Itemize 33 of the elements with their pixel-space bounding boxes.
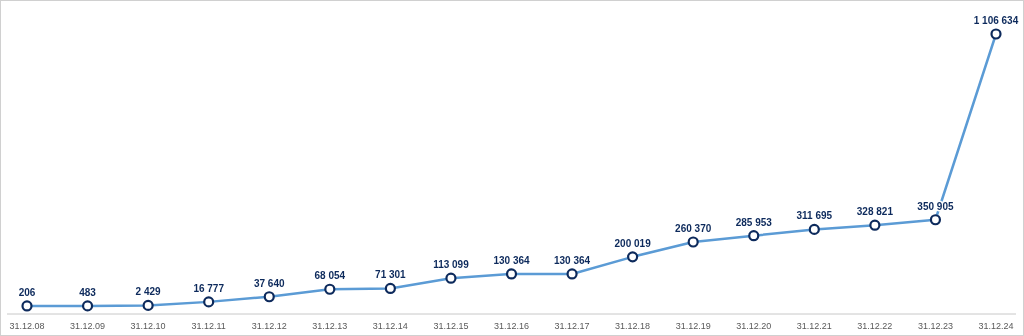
x-tick-label: 31.12.21 [796,321,832,331]
data-label: 68 054 [314,270,346,282]
x-tick-label: 31.12.12 [251,321,287,331]
data-label: 200 019 [614,237,652,249]
x-tick-label: 31.12.19 [675,321,711,331]
x-tick-label: 31.12.23 [917,321,953,331]
data-label: 71 301 [375,269,407,281]
data-label: 285 953 [735,216,773,228]
data-label: 483 [79,286,97,298]
x-tick-label: 31.12.22 [857,321,893,331]
data-label: 311 695 [796,210,833,222]
x-tick-label: 31.12.20 [736,321,772,331]
x-tick-label: 31.12.16 [493,321,530,331]
data-label: 16 777 [193,282,225,294]
x-tick-label: 31.12.24 [978,321,1014,331]
x-tick-label: 31.12.15 [433,321,469,331]
data-label: 37 640 [253,277,285,289]
x-tick-label: 31.12.18 [615,321,651,331]
data-label: 113 099 [433,259,470,271]
data-label: 130 364 [553,254,591,266]
x-tick-label: 31.12.11 [191,321,226,331]
data-label: 1 106 634 [973,15,1019,26]
data-label: 206 [18,286,36,298]
data-label: 328 821 [856,206,894,218]
x-tick-label: 31.12.17 [554,321,590,331]
x-tick-label: 31.12.10 [130,321,166,331]
x-tick-label: 31.12.14 [372,321,408,331]
x-tick-label: 31.12.08 [9,321,45,331]
data-label: 2 429 [135,286,162,298]
x-tick-label: 31.12.13 [312,321,348,331]
x-tick-label: 31.12.09 [70,321,106,331]
data-label: 260 370 [675,223,712,234]
data-label: 130 364 [493,254,531,266]
